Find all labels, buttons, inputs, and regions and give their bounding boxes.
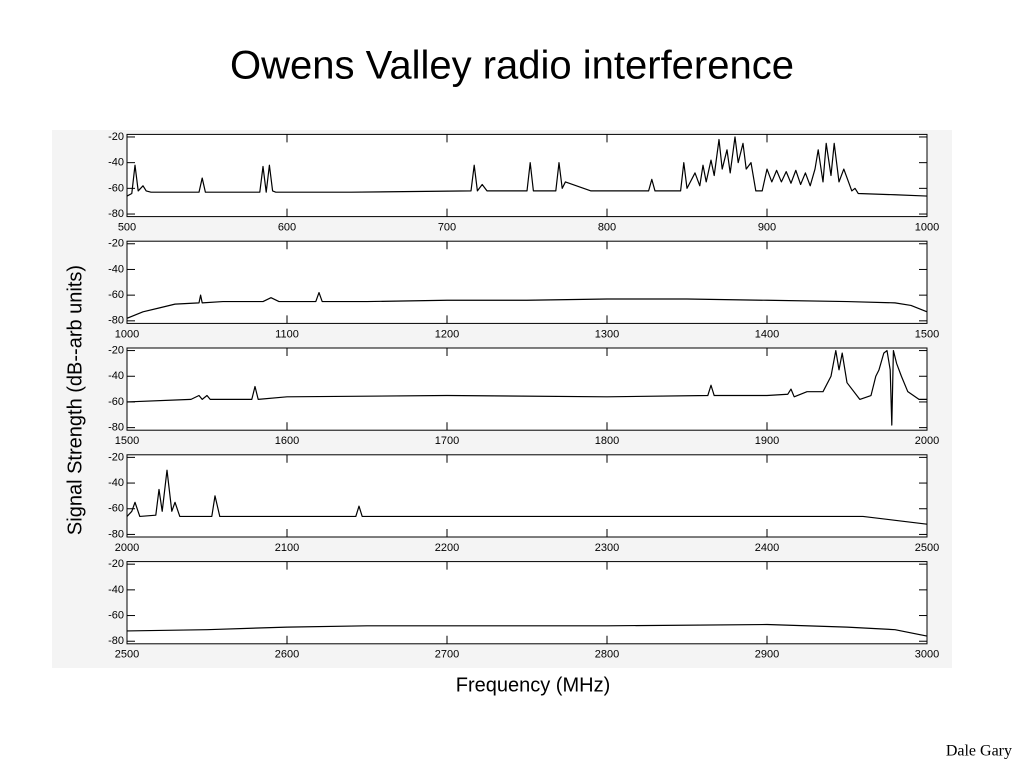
y-tick-label: -20 xyxy=(108,238,124,250)
signal-line xyxy=(126,291,928,319)
x-tick-label: 2500 xyxy=(115,649,139,661)
x-tick-label: 2900 xyxy=(755,649,779,661)
x-tick-label: 1000 xyxy=(115,328,139,340)
x-tick-label: 1300 xyxy=(595,328,619,340)
y-tick-label: -60 xyxy=(108,182,124,194)
x-tick-label: 1500 xyxy=(115,435,139,447)
y-tick-label: -80 xyxy=(108,315,124,327)
y-tick-label: -80 xyxy=(108,635,124,647)
y-tick-label: -20 xyxy=(108,131,124,143)
y-tick-label: -60 xyxy=(108,396,124,408)
x-tick-label: 2500 xyxy=(915,542,939,554)
x-tick-label: 600 xyxy=(278,222,296,234)
y-tick-label: -40 xyxy=(108,157,124,169)
y-tick-label: -20 xyxy=(108,344,124,356)
x-tick-label: 3000 xyxy=(915,649,939,661)
x-tick-label: 2400 xyxy=(755,542,779,554)
slide-title: Owens Valley radio interference xyxy=(230,44,794,88)
signal-line xyxy=(126,136,928,197)
y-tick-label: -60 xyxy=(108,503,124,515)
y-tick-label: -40 xyxy=(108,584,124,596)
x-tick-label: 700 xyxy=(438,222,456,234)
plot-area xyxy=(126,347,928,431)
y-tick-label: -40 xyxy=(108,263,124,275)
x-tick-label: 1400 xyxy=(755,328,779,340)
y-tick-label: -80 xyxy=(108,528,124,540)
y-tick-label: -60 xyxy=(108,289,124,301)
x-tick-label: 1100 xyxy=(275,328,299,340)
y-tick-label: -40 xyxy=(108,477,124,489)
y-tick-label: -40 xyxy=(108,370,124,382)
y-tick-label: -80 xyxy=(108,208,124,220)
x-tick-label: 2200 xyxy=(435,542,459,554)
y-tick-label: -20 xyxy=(108,451,124,463)
y-tick-label: -20 xyxy=(108,558,124,570)
x-tick-label: 800 xyxy=(598,222,616,234)
x-tick-label: 2000 xyxy=(915,435,939,447)
x-tick-label: 1800 xyxy=(595,435,619,447)
x-tick-label: 2800 xyxy=(595,649,619,661)
y-tick-label: -80 xyxy=(108,422,124,434)
y-axis-label: Signal Strength (dB--arb units) xyxy=(64,265,86,535)
x-tick-label: 1900 xyxy=(755,435,779,447)
plot-area xyxy=(126,561,928,645)
x-tick-label: 900 xyxy=(758,222,776,234)
plot-area xyxy=(126,454,928,538)
x-tick-label: 500 xyxy=(118,222,136,234)
y-tick-label: -60 xyxy=(108,609,124,621)
x-tick-label: 1500 xyxy=(915,328,939,340)
x-tick-label: 1000 xyxy=(915,222,939,234)
x-tick-label: 2700 xyxy=(435,649,459,661)
signal-line xyxy=(126,623,928,637)
x-axis-label: Frequency (MHz) xyxy=(456,674,610,696)
x-tick-label: 2600 xyxy=(275,649,299,661)
x-tick-label: 2000 xyxy=(115,542,139,554)
x-tick-label: 2300 xyxy=(595,542,619,554)
signal-line xyxy=(126,349,927,426)
x-tick-label: 1600 xyxy=(275,435,299,447)
x-tick-label: 1700 xyxy=(435,435,459,447)
x-tick-label: 1200 xyxy=(435,328,459,340)
author: Dale Gary xyxy=(946,743,1012,760)
x-tick-label: 2100 xyxy=(275,542,299,554)
signal-line xyxy=(126,469,928,525)
plot-area xyxy=(126,240,928,324)
